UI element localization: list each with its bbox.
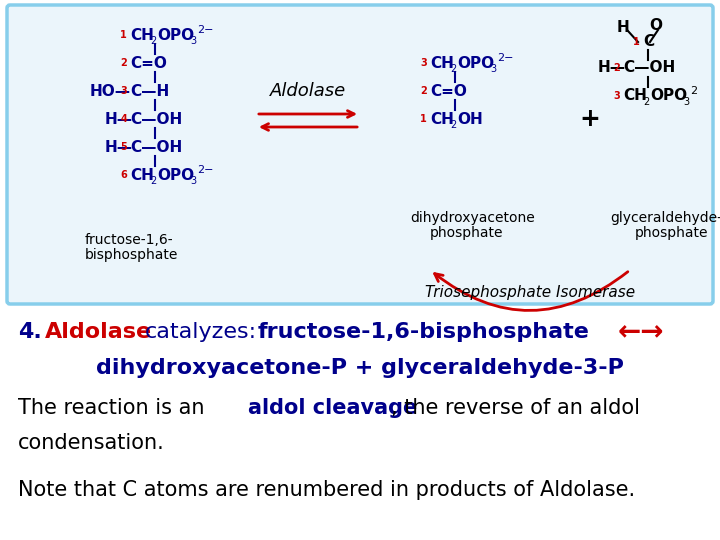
Text: CH: CH <box>430 111 454 126</box>
Text: C—OH: C—OH <box>623 60 675 76</box>
FancyBboxPatch shape <box>7 5 713 304</box>
Text: H—: H— <box>598 60 626 76</box>
Text: 2−: 2− <box>197 165 214 175</box>
Text: 4.: 4. <box>18 322 42 342</box>
Text: H—: H— <box>105 139 133 154</box>
Text: 3: 3 <box>420 58 427 68</box>
Text: 2: 2 <box>450 64 456 74</box>
Text: fructose-1,6-bisphosphate: fructose-1,6-bisphosphate <box>258 322 590 342</box>
Text: 2: 2 <box>150 176 156 186</box>
Text: 3: 3 <box>190 176 196 186</box>
Text: OPO: OPO <box>157 28 194 43</box>
Text: 2−: 2− <box>497 53 513 63</box>
Text: 3: 3 <box>120 86 127 96</box>
Text: glyceraldehyde-3-: glyceraldehyde-3- <box>610 211 720 225</box>
Text: condensation.: condensation. <box>18 433 165 453</box>
Text: 1: 1 <box>420 114 427 124</box>
Text: +: + <box>580 107 600 131</box>
Text: Note that C atoms are renumbered in products of Aldolase.: Note that C atoms are renumbered in prod… <box>18 480 635 500</box>
Text: Aldolase: Aldolase <box>270 82 346 100</box>
Text: The reaction is an: The reaction is an <box>18 398 204 418</box>
Text: Aldolase: Aldolase <box>45 322 152 342</box>
Text: 2: 2 <box>613 63 620 73</box>
Text: O: O <box>649 18 662 33</box>
Text: H—: H— <box>105 111 133 126</box>
Text: catalyzes:: catalyzes: <box>145 322 257 342</box>
Text: C—OH: C—OH <box>130 139 182 154</box>
Text: 2: 2 <box>150 36 156 46</box>
Text: 3: 3 <box>683 97 689 107</box>
Text: phosphate: phosphate <box>635 226 708 240</box>
Text: 3: 3 <box>190 36 196 46</box>
Text: dihydroxyacetone-P + glyceraldehyde-3-P: dihydroxyacetone-P + glyceraldehyde-3-P <box>96 358 624 378</box>
Text: 2: 2 <box>120 58 127 68</box>
Text: C—H: C—H <box>130 84 169 98</box>
Text: CH: CH <box>430 56 454 71</box>
Text: C=O: C=O <box>130 56 167 71</box>
Text: aldol cleavage: aldol cleavage <box>248 398 418 418</box>
Text: 3: 3 <box>613 91 620 101</box>
Text: dihydroxyacetone: dihydroxyacetone <box>410 211 535 225</box>
Text: C=O: C=O <box>430 84 467 98</box>
Text: OH: OH <box>457 111 482 126</box>
Text: OPO: OPO <box>157 167 194 183</box>
Text: C: C <box>643 35 654 50</box>
Text: , the reverse of an aldol: , the reverse of an aldol <box>391 398 640 418</box>
Text: fructose-1,6-: fructose-1,6- <box>85 233 174 247</box>
Text: 2: 2 <box>643 97 649 107</box>
Text: 5: 5 <box>120 142 127 152</box>
Text: OPO: OPO <box>650 89 687 104</box>
Text: Triosephosphate Isomerase: Triosephosphate Isomerase <box>425 285 635 300</box>
Text: H: H <box>616 21 629 36</box>
Text: CH: CH <box>623 89 647 104</box>
Text: 3: 3 <box>490 64 496 74</box>
Text: 2: 2 <box>690 86 697 96</box>
Text: CH: CH <box>130 28 154 43</box>
Text: HO—: HO— <box>90 84 131 98</box>
Text: 2: 2 <box>450 120 456 130</box>
Text: 6: 6 <box>120 170 127 180</box>
Text: 2: 2 <box>420 86 427 96</box>
Text: 1: 1 <box>634 37 640 47</box>
Text: 2−: 2− <box>197 25 214 35</box>
Text: CH: CH <box>130 167 154 183</box>
Text: phosphate: phosphate <box>430 226 503 240</box>
Text: 4: 4 <box>120 114 127 124</box>
Text: OPO: OPO <box>457 56 494 71</box>
Text: ←→: ←→ <box>618 318 665 346</box>
Text: 1: 1 <box>120 30 127 40</box>
Text: C—OH: C—OH <box>130 111 182 126</box>
Text: bisphosphate: bisphosphate <box>85 248 179 262</box>
